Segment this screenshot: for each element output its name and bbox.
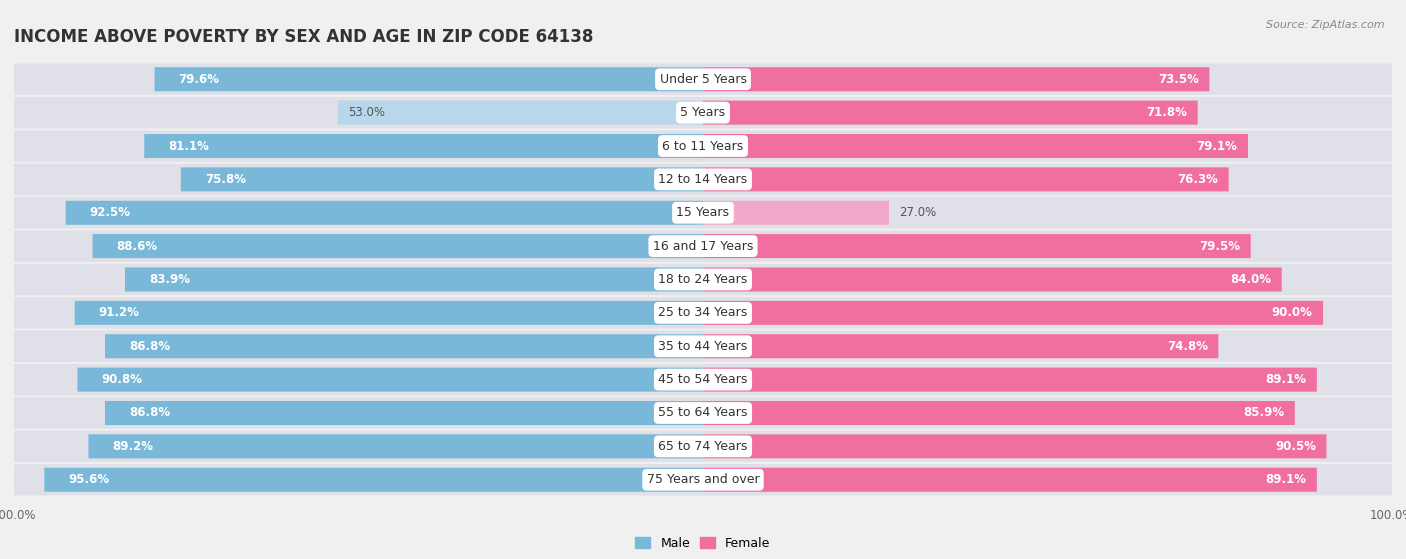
FancyBboxPatch shape (703, 201, 889, 225)
Text: 91.2%: 91.2% (98, 306, 139, 319)
FancyBboxPatch shape (66, 201, 703, 225)
FancyBboxPatch shape (14, 130, 1392, 162)
FancyBboxPatch shape (14, 164, 1392, 195)
FancyBboxPatch shape (75, 301, 703, 325)
Text: 53.0%: 53.0% (349, 106, 385, 119)
Text: 74.8%: 74.8% (1167, 340, 1208, 353)
Text: 73.5%: 73.5% (1159, 73, 1199, 86)
FancyBboxPatch shape (77, 368, 703, 392)
FancyBboxPatch shape (125, 268, 703, 291)
Text: Under 5 Years: Under 5 Years (659, 73, 747, 86)
Text: 71.8%: 71.8% (1146, 106, 1187, 119)
FancyBboxPatch shape (14, 464, 1392, 495)
FancyBboxPatch shape (703, 268, 1282, 291)
Text: 79.6%: 79.6% (179, 73, 219, 86)
Text: 92.5%: 92.5% (90, 206, 131, 219)
FancyBboxPatch shape (703, 301, 1323, 325)
Text: 25 to 34 Years: 25 to 34 Years (658, 306, 748, 319)
Text: 86.8%: 86.8% (129, 340, 170, 353)
Text: 90.8%: 90.8% (101, 373, 142, 386)
FancyBboxPatch shape (105, 334, 703, 358)
FancyBboxPatch shape (14, 97, 1392, 129)
FancyBboxPatch shape (703, 101, 1198, 125)
FancyBboxPatch shape (14, 64, 1392, 95)
Text: 12 to 14 Years: 12 to 14 Years (658, 173, 748, 186)
Text: 88.6%: 88.6% (117, 240, 157, 253)
FancyBboxPatch shape (181, 167, 703, 191)
FancyBboxPatch shape (14, 397, 1392, 429)
FancyBboxPatch shape (105, 401, 703, 425)
FancyBboxPatch shape (14, 197, 1392, 229)
FancyBboxPatch shape (145, 134, 703, 158)
FancyBboxPatch shape (703, 67, 1209, 91)
Text: INCOME ABOVE POVERTY BY SEX AND AGE IN ZIP CODE 64138: INCOME ABOVE POVERTY BY SEX AND AGE IN Z… (14, 28, 593, 46)
Text: 55 to 64 Years: 55 to 64 Years (658, 406, 748, 419)
Text: 89.1%: 89.1% (1265, 473, 1306, 486)
Text: 35 to 44 Years: 35 to 44 Years (658, 340, 748, 353)
Text: 15 Years: 15 Years (676, 206, 730, 219)
FancyBboxPatch shape (45, 468, 703, 492)
FancyBboxPatch shape (703, 234, 1251, 258)
FancyBboxPatch shape (703, 167, 1229, 191)
FancyBboxPatch shape (14, 330, 1392, 362)
FancyBboxPatch shape (703, 134, 1249, 158)
Text: 81.1%: 81.1% (169, 140, 209, 153)
Text: 85.9%: 85.9% (1243, 406, 1285, 419)
Text: 75.8%: 75.8% (205, 173, 246, 186)
Text: 18 to 24 Years: 18 to 24 Years (658, 273, 748, 286)
Text: 84.0%: 84.0% (1230, 273, 1271, 286)
Text: 90.5%: 90.5% (1275, 440, 1316, 453)
FancyBboxPatch shape (703, 468, 1317, 492)
FancyBboxPatch shape (703, 368, 1317, 392)
Text: 89.1%: 89.1% (1265, 373, 1306, 386)
FancyBboxPatch shape (337, 101, 703, 125)
Text: 95.6%: 95.6% (69, 473, 110, 486)
Text: 83.9%: 83.9% (149, 273, 190, 286)
Text: 89.2%: 89.2% (112, 440, 153, 453)
FancyBboxPatch shape (14, 264, 1392, 295)
Legend: Male, Female: Male, Female (630, 532, 776, 555)
FancyBboxPatch shape (155, 67, 703, 91)
FancyBboxPatch shape (703, 334, 1219, 358)
Text: 79.1%: 79.1% (1197, 140, 1237, 153)
FancyBboxPatch shape (14, 297, 1392, 329)
Text: 79.5%: 79.5% (1199, 240, 1240, 253)
Text: 45 to 54 Years: 45 to 54 Years (658, 373, 748, 386)
FancyBboxPatch shape (14, 364, 1392, 395)
Text: 75 Years and over: 75 Years and over (647, 473, 759, 486)
Text: 90.0%: 90.0% (1272, 306, 1313, 319)
Text: 16 and 17 Years: 16 and 17 Years (652, 240, 754, 253)
Text: 5 Years: 5 Years (681, 106, 725, 119)
FancyBboxPatch shape (89, 434, 703, 458)
FancyBboxPatch shape (703, 401, 1295, 425)
FancyBboxPatch shape (93, 234, 703, 258)
FancyBboxPatch shape (14, 230, 1392, 262)
Text: 27.0%: 27.0% (900, 206, 936, 219)
Text: 86.8%: 86.8% (129, 406, 170, 419)
FancyBboxPatch shape (703, 434, 1326, 458)
Text: 65 to 74 Years: 65 to 74 Years (658, 440, 748, 453)
FancyBboxPatch shape (14, 430, 1392, 462)
Text: 76.3%: 76.3% (1177, 173, 1219, 186)
Text: 6 to 11 Years: 6 to 11 Years (662, 140, 744, 153)
Text: Source: ZipAtlas.com: Source: ZipAtlas.com (1267, 20, 1385, 30)
